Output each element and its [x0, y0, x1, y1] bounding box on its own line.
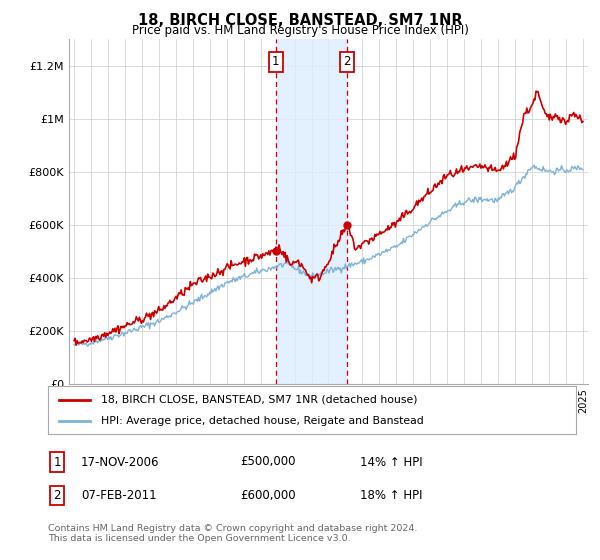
Text: HPI: Average price, detached house, Reigate and Banstead: HPI: Average price, detached house, Reig…: [101, 416, 424, 426]
Text: £600,000: £600,000: [240, 489, 296, 502]
Text: Price paid vs. HM Land Registry's House Price Index (HPI): Price paid vs. HM Land Registry's House …: [131, 24, 469, 36]
Text: £500,000: £500,000: [240, 455, 296, 469]
Bar: [275, 39, 347, 384]
Text: 1: 1: [272, 55, 280, 68]
Text: 1: 1: [53, 455, 61, 469]
Text: 2: 2: [53, 489, 61, 502]
Text: 07-FEB-2011: 07-FEB-2011: [81, 489, 157, 502]
Text: 18, BIRCH CLOSE, BANSTEAD, SM7 1NR (detached house): 18, BIRCH CLOSE, BANSTEAD, SM7 1NR (deta…: [101, 395, 418, 405]
Text: 18, BIRCH CLOSE, BANSTEAD, SM7 1NR: 18, BIRCH CLOSE, BANSTEAD, SM7 1NR: [137, 13, 463, 28]
Text: 17-NOV-2006: 17-NOV-2006: [81, 455, 160, 469]
Text: 2: 2: [343, 55, 351, 68]
Text: 18% ↑ HPI: 18% ↑ HPI: [360, 489, 422, 502]
Text: Contains HM Land Registry data © Crown copyright and database right 2024.
This d: Contains HM Land Registry data © Crown c…: [48, 524, 418, 543]
Text: 14% ↑ HPI: 14% ↑ HPI: [360, 455, 422, 469]
